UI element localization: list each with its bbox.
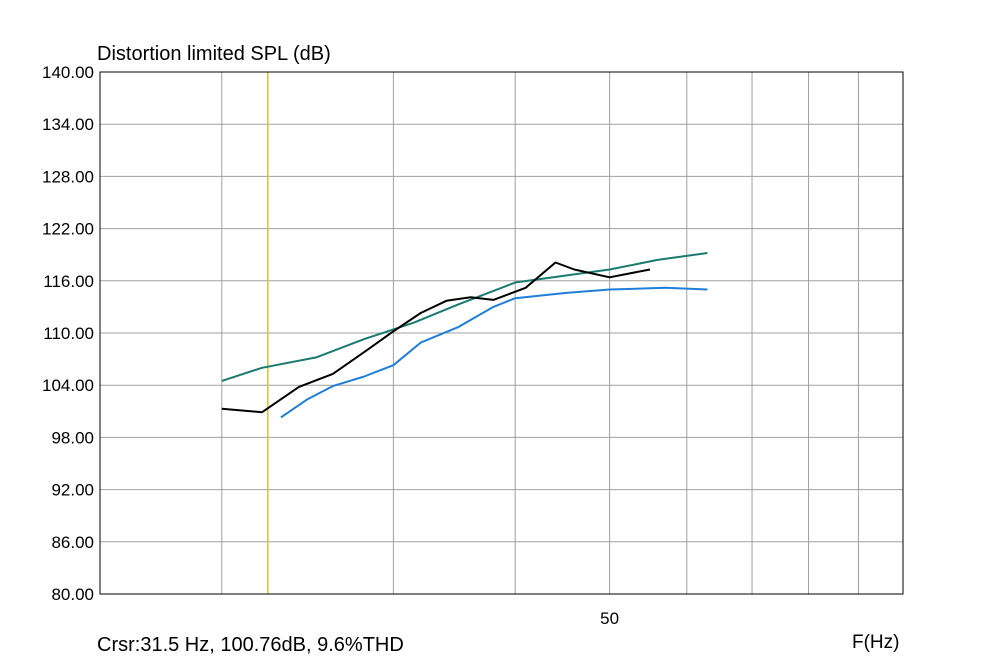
y-tick-label: 80.00 [51,585,94,604]
grid [100,71,903,595]
y-axis-ticks: 140.00 134.00 128.00 122.00 116.00 110.00 104.… [42,63,94,604]
chart-title: Distortion limited SPL (dB) [97,43,331,65]
y-tick-label: 92.00 [51,481,94,500]
y-tick-label: 104.00 [42,376,94,395]
y-tick-label: 116.00 [43,272,94,291]
x-axis-label: F(Hz) [852,632,900,653]
series-line-3 [280,286,708,419]
y-tick-label: 122.00 [42,220,94,239]
series-line-2 [221,261,651,414]
y-tick-label: 86.00 [51,533,94,552]
plot-frame [99,71,904,595]
x-tick-label: 50 [600,609,619,628]
x-axis-ticks: 50 [600,609,619,628]
series-line-1 [221,252,708,382]
y-tick-label: 134.00 [42,115,94,134]
y-tick-label: 110.00 [43,324,94,343]
y-tick-label: 140.00 [42,63,94,82]
y-tick-label: 128.00 [42,167,94,186]
cursor-readout: Crsr:31.5 Hz, 100.76dB, 9.6%THD [97,634,404,656]
series-group [221,252,708,419]
y-tick-label: 98.00 [51,428,94,447]
